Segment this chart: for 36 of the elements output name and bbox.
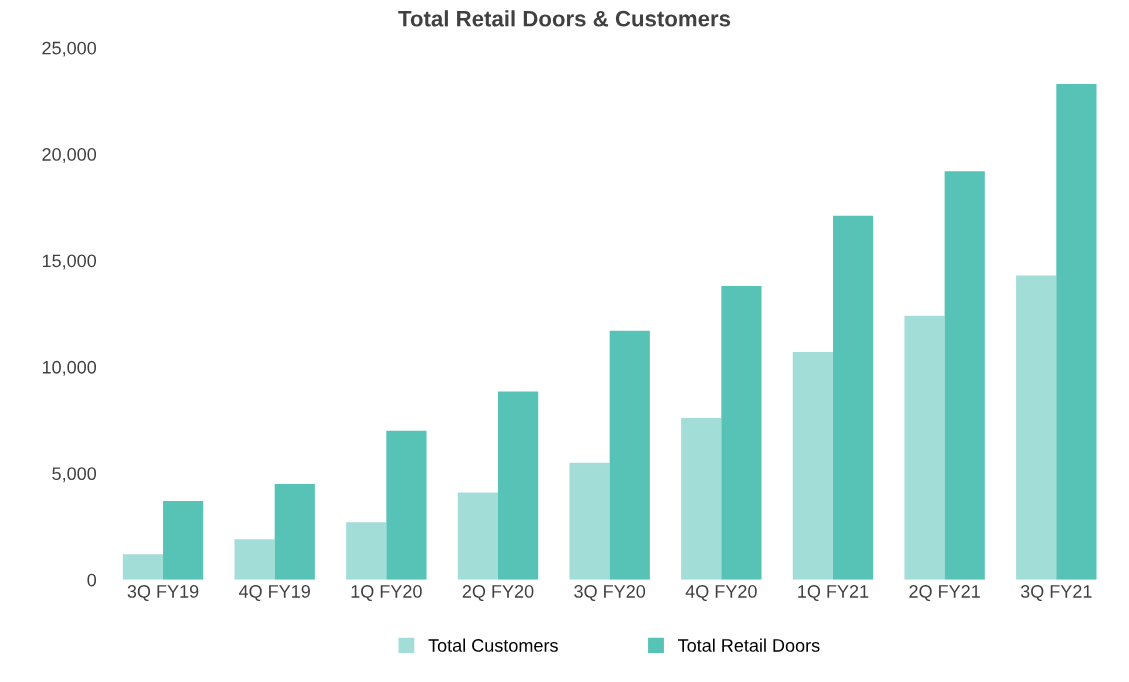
x-tick-label: 4Q FY20 [685,585,757,602]
legend-label: Total Customers [428,638,558,652]
bar [386,430,427,580]
y-tick-label: 25,000 [42,41,97,57]
x-tick-label: 1Q FY21 [798,585,869,602]
bar [681,417,722,580]
bar [792,352,833,580]
x-tick-label: 3Q FY19 [127,585,199,602]
x-tick-label: 2Q FY21 [909,585,980,602]
x-tick-label: 3Q FY20 [574,585,646,602]
bar [122,554,164,580]
bar [457,492,498,580]
y-tick-label: 0 [87,573,97,587]
bar [346,522,387,580]
bar [274,483,315,580]
y-tick-label: 10,000 [42,360,97,376]
bar [721,286,762,580]
bar [163,500,204,580]
bar [832,215,874,580]
bar [1016,275,1057,580]
bar [904,315,945,580]
bar [234,539,275,580]
y-tick-label: 20,000 [42,148,97,163]
bar [498,391,539,580]
legend-label: Total Retail Doors [678,638,820,652]
chart-title: Total Retail Doors & Customers [398,10,731,27]
bar [944,171,985,580]
x-tick-label: 1Q FY20 [351,585,422,602]
x-tick-label: 3Q FY21 [1020,585,1092,602]
y-tick-label: 15,000 [42,254,97,270]
bar [1056,83,1097,580]
bar [569,462,610,580]
x-tick-label: 4Q FY19 [238,585,310,602]
y-tick-label: 5,000 [52,467,97,483]
x-tick-label: 2Q FY20 [462,585,534,602]
bar [609,330,650,580]
